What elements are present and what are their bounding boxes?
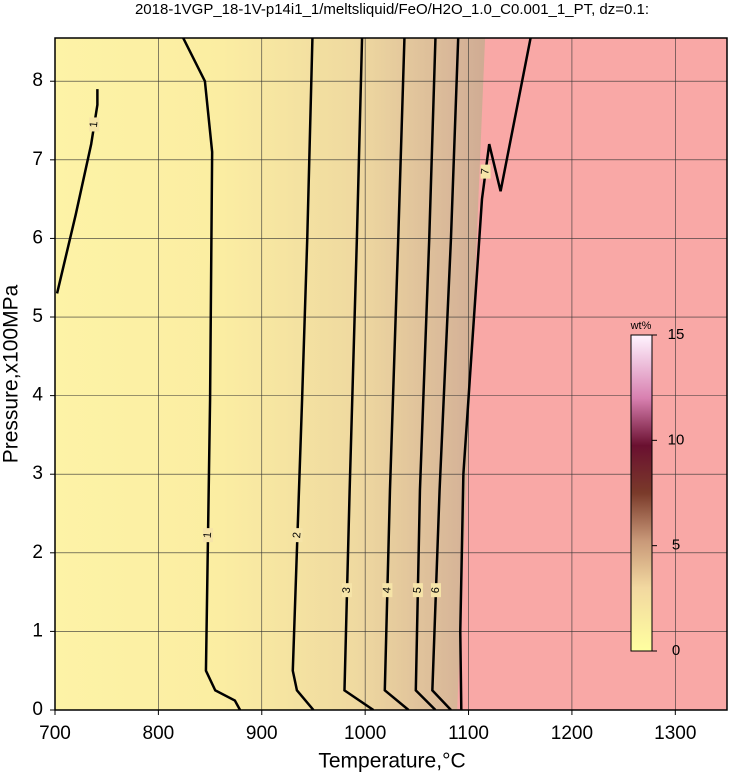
y-tick-label: 7 [32,149,43,170]
y-axis-label: Pressure,x100MPa [0,284,23,463]
colorbar [630,334,653,652]
contour-label: 5 [412,587,424,594]
colorbar-tick-label: 5 [672,537,680,554]
contour-line [414,38,437,710]
x-tick-label: 800 [143,723,175,744]
y-tick-label: 0 [32,699,43,720]
y-tick-label: 4 [32,385,43,406]
contour-label: 2 [291,532,303,539]
contour-line [55,89,99,294]
chart-title: 2018-1VGP_18-1V-p14i1_1/meltsliquid/FeO/… [135,1,649,18]
contour-label-bg [382,583,393,598]
contour-line [343,38,375,710]
contour-label: 7 [479,168,491,175]
plot-area: 11 23 4 5 67 [55,38,727,710]
contour-label: 3 [341,587,353,594]
x-tick-label: 1200 [551,723,593,744]
contour-label-bg [89,117,100,132]
contour-label-bg [430,583,441,598]
contour-line [383,38,410,710]
contour-label-bg [480,164,491,179]
y-tick-label: 3 [32,463,43,484]
colorbar-tick-label: 0 [672,642,680,659]
y-tick-label: 8 [32,70,43,91]
x-axis-label: Temperature,°C [318,750,465,773]
contour-label: 1 [202,532,214,539]
contour-line [459,38,532,710]
colorbar-tick-label: 10 [668,431,685,448]
y-tick-label: 5 [32,306,43,327]
contour-label: 4 [381,587,393,594]
x-tick-label: 1300 [654,723,696,744]
x-tick-label: 700 [39,723,71,744]
colorbar-tick-label: 15 [668,326,685,343]
colorbar-label: wt% [630,320,652,332]
contour-label-bg [412,583,423,598]
y-tick-label: 1 [32,620,43,641]
contour-label: 6 [430,587,442,594]
x-tick-label: 1000 [344,723,386,744]
x-tick-label: 900 [246,723,278,744]
contour-label-bg [342,583,353,598]
plot-frame [54,37,728,711]
contour-line [431,38,460,710]
x-tick-label: 1100 [448,723,489,744]
y-tick-label: 2 [32,542,43,563]
contour-label-bg [203,528,214,543]
contour-label-bg [292,528,303,543]
y-tick-label: 6 [32,227,43,248]
contour-label: 1 [88,121,100,128]
shaded-region [457,38,727,710]
